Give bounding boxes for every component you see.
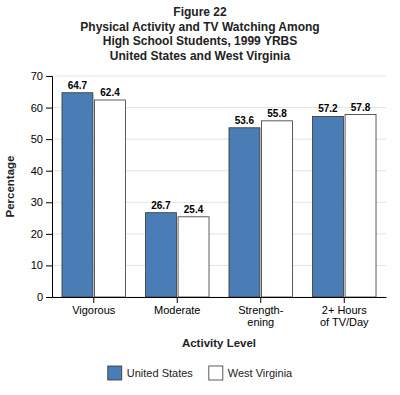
legend-swatch [209, 366, 223, 380]
x-tick-label-line: Vigorous [72, 304, 116, 316]
data-label: 26.7 [151, 200, 171, 211]
x-tick-mark [177, 297, 178, 303]
y-tick-label: 40 [31, 165, 43, 177]
y-tick: 30 [31, 196, 52, 208]
x-tick-label-line: of TV/Day [320, 316, 369, 328]
plot-area: 0 10 20 30 40 50 60 70 Vigorous Moderate Strength-… [4, 70, 387, 349]
x-tick-label: 2+ Hoursof TV/Day [320, 304, 369, 329]
y-axis-line [46, 77, 53, 298]
bar [229, 128, 260, 297]
x-axis-title: Activity Level [182, 337, 256, 349]
legend-label: West Virginia [228, 367, 293, 379]
y-tick-label: 10 [31, 259, 43, 271]
legend-item: West Virginia [209, 366, 293, 380]
y-tick: 20 [31, 228, 52, 240]
y-tick-label: 30 [31, 196, 43, 208]
chart-title-line: Physical Activity and TV Watching Among [80, 20, 319, 34]
data-label: 25.4 [184, 204, 204, 215]
y-tick-label: 70 [31, 70, 43, 82]
data-label: 62.4 [100, 87, 120, 98]
bar [345, 115, 376, 297]
x-axis: Vigorous Moderate Strength-ening 2+ Hoursof… [53, 297, 387, 328]
y-tick-label: 20 [31, 228, 43, 240]
legend-item: United States [108, 366, 194, 380]
data-label: 64.7 [68, 80, 88, 91]
y-tick-label: 50 [31, 133, 43, 145]
y-tick-mark [46, 76, 52, 77]
chart-title: Figure 22Physical Activity and TV Watchi… [80, 5, 319, 63]
y-tick-label: 60 [31, 102, 43, 114]
x-tick: Moderate [154, 297, 200, 316]
x-tick: Strength-ening [238, 297, 284, 328]
x-tick-label-line: ening [247, 316, 274, 328]
chart-title-line: High School Students, 1999 YRBS [103, 34, 297, 48]
x-tick-label-line: Strength- [238, 304, 284, 316]
y-tick-mark [46, 139, 52, 140]
x-tick: 2+ Hoursof TV/Day [320, 297, 369, 328]
legend-swatch [108, 366, 122, 380]
x-tick-mark [93, 297, 94, 303]
x-tick-mark [260, 297, 261, 303]
bar-series [95, 100, 376, 297]
chart-title-line: Figure 22 [173, 5, 227, 19]
y-tick: 0 [37, 291, 52, 303]
y-tick: 60 [31, 102, 52, 114]
data-label: 57.8 [351, 102, 371, 113]
data-label: 55.8 [267, 108, 287, 119]
chart-container: Figure 22Physical Activity and TV Watchi… [0, 0, 400, 395]
y-tick: 10 [31, 259, 52, 271]
legend: United States West Virginia [108, 366, 293, 380]
bar-series [62, 93, 343, 297]
y-tick: 70 [31, 70, 52, 82]
x-tick-label-line: 2+ Hours [322, 304, 367, 316]
y-tick-mark [46, 108, 52, 109]
y-tick: 40 [31, 165, 52, 177]
data-label: 53.6 [235, 115, 255, 126]
y-tick-mark [46, 171, 52, 172]
x-tick-label: Strength-ening [238, 304, 284, 329]
x-tick-mark [344, 297, 345, 303]
y-tick-mark [46, 297, 52, 298]
y-tick-mark [46, 202, 52, 203]
chart-title-line: United States and West Virginia [110, 49, 291, 63]
x-axis-line [53, 297, 387, 298]
grid-line [52, 76, 386, 77]
data-label: 57.2 [318, 103, 338, 114]
y-tick-mark [46, 234, 52, 235]
x-tick-label: Moderate [154, 304, 200, 316]
y-tick-label: 0 [37, 291, 43, 303]
x-tick-label-line: Moderate [154, 304, 200, 316]
bar [62, 93, 93, 297]
y-axis: 0 10 20 30 40 50 60 70 [31, 70, 53, 303]
x-tick-label: Vigorous [72, 304, 116, 316]
bar [95, 100, 126, 297]
grid [52, 76, 386, 297]
bar [145, 213, 176, 297]
x-tick: Vigorous [72, 297, 116, 316]
bar [178, 217, 209, 297]
y-tick-mark [46, 265, 52, 266]
data-labels: 64.7 26.7 53.6 57.2 62.4 25.4 55.8 57.8 [68, 80, 371, 215]
bar [312, 116, 343, 297]
y-tick: 50 [31, 133, 52, 145]
bars [62, 93, 376, 297]
legend-label: United States [127, 367, 194, 379]
bar [262, 121, 293, 297]
y-axis-title: Percentage [4, 155, 16, 217]
chart-svg: Figure 22Physical Activity and TV Watchi… [0, 0, 400, 395]
